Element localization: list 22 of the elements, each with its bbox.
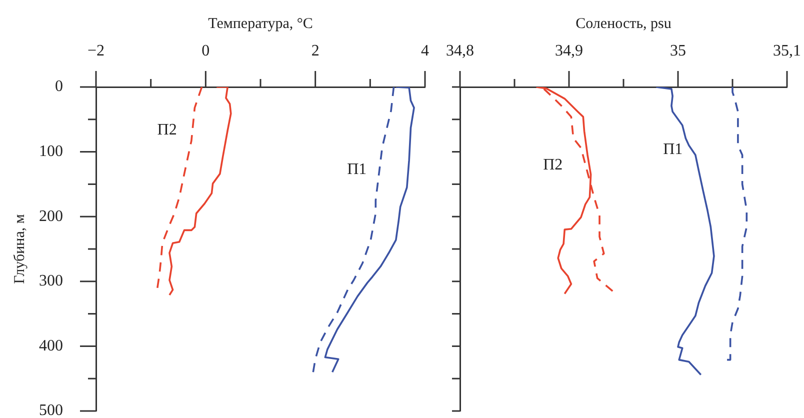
x-tick-label: −2 xyxy=(87,42,105,60)
x-tick-label: 35 xyxy=(670,42,686,60)
y-tick-label: 200 xyxy=(39,208,63,225)
annotation: П2 xyxy=(543,156,563,174)
line-series xyxy=(156,87,203,289)
x-tick-label: 4 xyxy=(421,42,429,60)
y-tick-label: 500 xyxy=(39,402,63,418)
y-axis-title: Глубина, м xyxy=(12,214,28,284)
y-tick-label: 300 xyxy=(39,272,63,290)
x-tick-label: 0 xyxy=(202,42,210,60)
annotation: П2 xyxy=(157,121,177,138)
x-axis-title: Температура, °C xyxy=(208,16,313,32)
x-tick-label: 2 xyxy=(311,42,320,60)
x-axis-title: Соленость, psu xyxy=(576,16,672,32)
annotation: П1 xyxy=(663,141,683,158)
x-tick-label: 34,9 xyxy=(555,42,583,60)
x-tick-label: 34,8 xyxy=(446,42,474,60)
y-tick-label: 100 xyxy=(39,143,63,160)
x-tick-label: 35,1 xyxy=(773,42,801,60)
y-tick-label: 400 xyxy=(39,337,63,354)
annotation: П1 xyxy=(347,161,367,178)
y-tick-label: 0 xyxy=(55,78,63,96)
